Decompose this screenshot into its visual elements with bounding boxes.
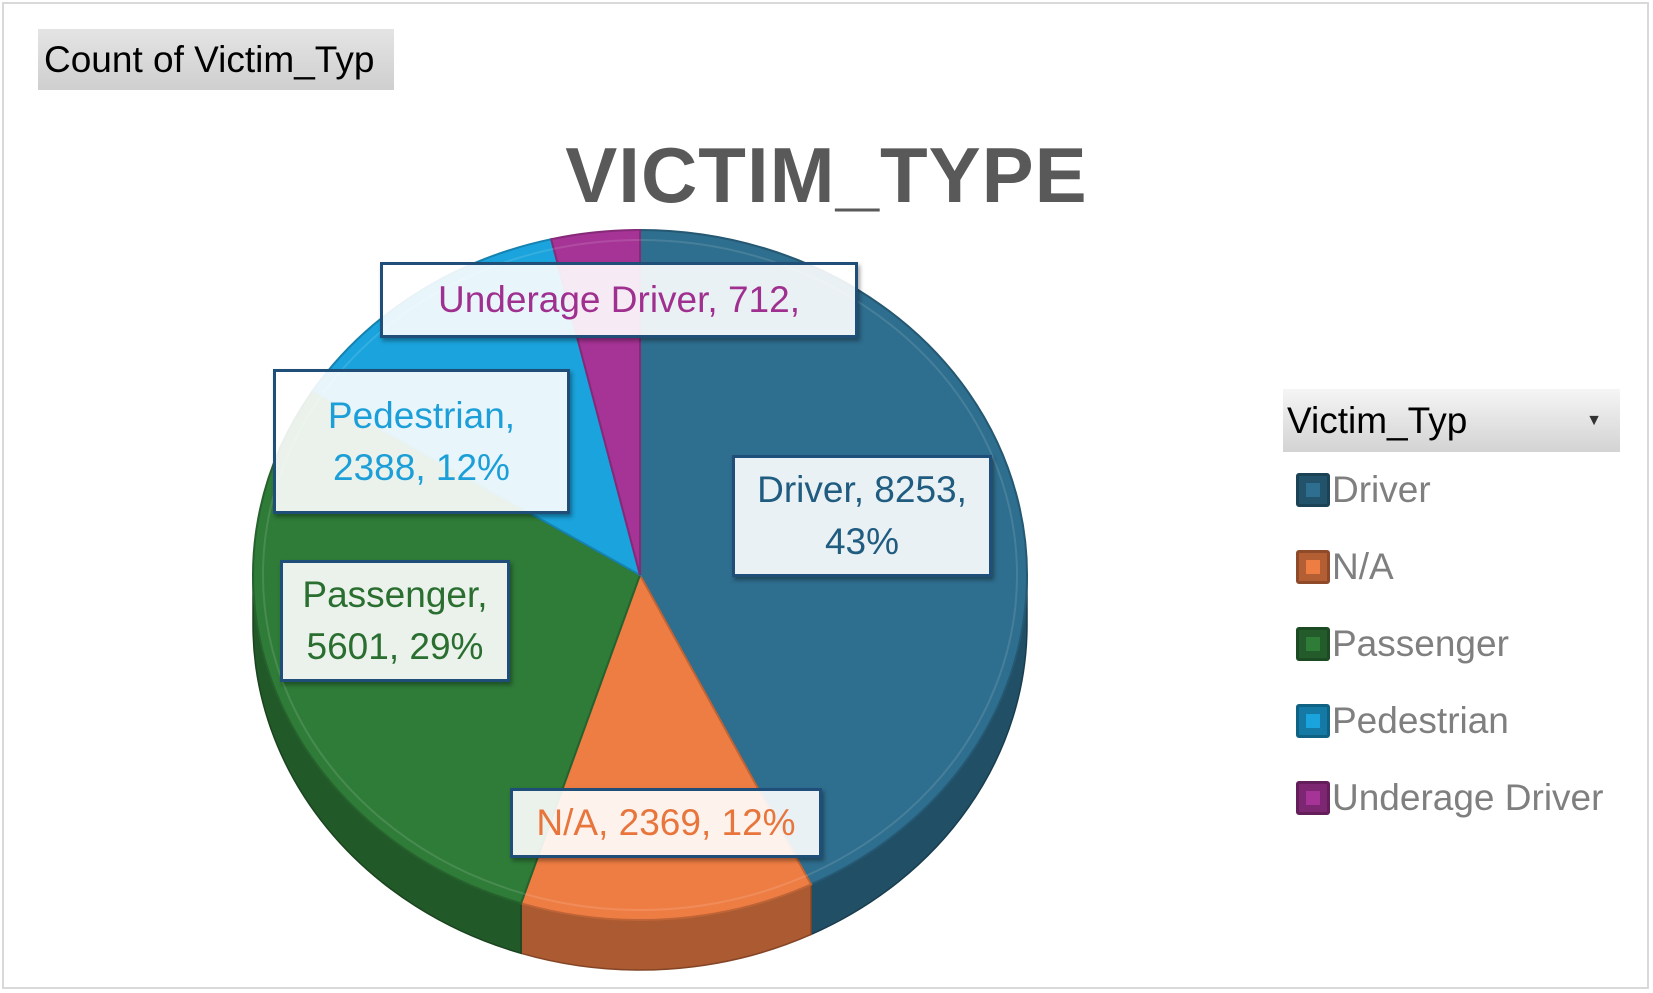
data-label-underage-driver: Underage Driver, 712,: [380, 262, 858, 338]
legend-swatch: [1296, 473, 1330, 507]
legend-label: Pedestrian: [1332, 700, 1509, 741]
legend-label: N/A: [1332, 546, 1394, 587]
legend-item-underage-driver[interactable]: Underage Driver: [1296, 777, 1604, 818]
legend-label: Driver: [1332, 469, 1431, 510]
legend-swatch: [1296, 550, 1330, 584]
data-label-line: 2388, 12%: [333, 446, 510, 488]
legend-swatch: [1296, 627, 1330, 661]
data-label-driver: Driver, 8253, 43%: [732, 455, 992, 577]
pie-side-walls: [252, 574, 1028, 971]
value-field-button[interactable]: Count of Victim_Typ: [38, 29, 394, 90]
data-label-line: Passenger,: [302, 574, 488, 616]
legend-item-n-a[interactable]: N/A: [1296, 546, 1394, 587]
data-label-n-a: N/A, 2369, 12%: [510, 788, 822, 858]
data-label-line: 5601, 29%: [306, 626, 484, 667]
data-label-line: Pedestrian,: [327, 394, 516, 436]
dropdown-arrow-icon[interactable]: ▼: [1586, 412, 1602, 429]
pie-rim-highlight: [262, 239, 1018, 911]
legend-item-pedestrian[interactable]: Pedestrian: [1296, 700, 1509, 741]
legend-filter-button[interactable]: Victim_Typ ▼: [1283, 389, 1620, 452]
legend-label: Passenger: [1332, 623, 1509, 664]
legend-header-label: Victim_Typ: [1287, 400, 1468, 441]
data-label-pedestrian: Pedestrian, 2388, 12%: [273, 369, 570, 514]
data-label-line: N/A, 2369, 12%: [536, 802, 796, 844]
data-label-passenger: Passenger, 5601, 29%: [280, 560, 510, 682]
data-label-line: 43%: [824, 521, 900, 562]
data-label-line: Driver, 8253,: [757, 469, 967, 511]
legend-swatch: [1296, 781, 1330, 815]
legend-item-passenger[interactable]: Passenger: [1296, 623, 1509, 664]
legend-item-driver[interactable]: Driver: [1296, 469, 1431, 510]
chart-title: VICTIM_TYPE: [565, 131, 1088, 219]
legend-label: Underage Driver: [1332, 777, 1604, 818]
legend-swatch: [1296, 704, 1330, 738]
data-label-line: Underage Driver, 712,: [438, 279, 800, 321]
